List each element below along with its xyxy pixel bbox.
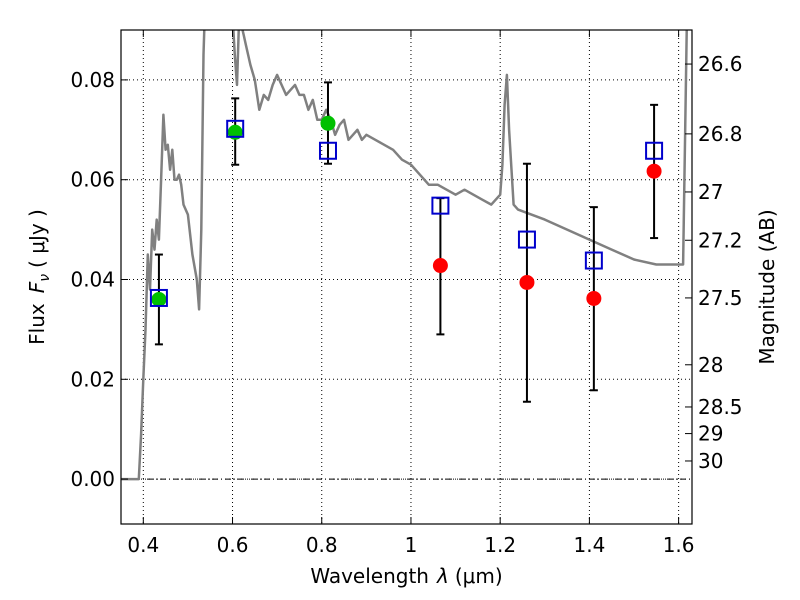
observed-upper-estimates-marker (519, 274, 535, 290)
model-photometry-marker (645, 141, 664, 160)
plot-frame (120, 29, 693, 525)
y2-tick-label: 28.5 (698, 395, 743, 419)
ticks: 0.4 0.6 0.8 1 1.2 1.4 1.6 0.00 0.02 0.04 0.06 0.08 2… (70, 30, 743, 557)
y2-tick-label: 30 (698, 449, 723, 473)
model-photometry-marker (431, 196, 450, 215)
y-tick-label: 0.00 (70, 467, 115, 491)
model-photometry-marker (226, 119, 245, 138)
x-tick-label: 1.2 (484, 533, 516, 557)
x-axis-label-symbol: λ (436, 564, 449, 588)
x-axis-label: Wavelength λ (μm) (310, 564, 502, 588)
model-sed-line (121, 30, 688, 481)
y2-tick-label: 27.2 (698, 228, 743, 252)
y-axis-label: Flux Fν ( μJy ) (25, 209, 53, 345)
y-axis-label-text: Flux (25, 303, 49, 345)
x-tick-label: 1.6 (663, 533, 695, 557)
x-tick-label: 0.6 (217, 533, 249, 557)
observed-detections-marker (320, 115, 336, 131)
x-tick-label: 0.4 (127, 533, 159, 557)
y2-tick-label: 26.6 (698, 52, 743, 76)
observed-detections-marker (151, 291, 167, 307)
x-axis-label-text: Wavelength (310, 564, 429, 588)
model-photometry-marker (584, 251, 603, 270)
y-tick-label: 0.08 (70, 68, 115, 92)
y-tick-label: 0.04 (70, 267, 115, 291)
y2-axis-label: Magnitude (AB) (755, 209, 779, 364)
y2-tick-label: 28 (698, 353, 723, 377)
y2-tick-label: 27.5 (698, 286, 743, 310)
y-tick-label: 0.02 (70, 367, 115, 391)
model-photometry-marker (517, 230, 536, 249)
x-tick-label: 0.8 (306, 533, 338, 557)
plot-area (121, 30, 688, 481)
x-tick-label: 1.4 (573, 533, 605, 557)
y-axis-label-symbol: F (25, 281, 49, 293)
x-tick-label: 1 (405, 533, 418, 557)
observed-upper-estimates-marker (646, 163, 662, 179)
y-axis-label-unit: ( μJy ) (25, 209, 49, 268)
data-markers (149, 115, 664, 307)
y2-tick-label: 27 (698, 180, 723, 204)
y2-tick-label: 29 (698, 422, 723, 446)
x-axis-label-unit: (μm) (455, 564, 503, 588)
y-axis-label-subscript: ν (37, 274, 53, 282)
observed-upper-estimates-marker (586, 290, 602, 306)
model-photometry-marker (318, 141, 337, 160)
model-photometry-marker (149, 288, 168, 307)
grid (121, 30, 692, 524)
observed-upper-estimates-marker (432, 258, 448, 274)
y-tick-label: 0.06 (70, 168, 115, 192)
y2-tick-label: 26.8 (698, 122, 743, 146)
